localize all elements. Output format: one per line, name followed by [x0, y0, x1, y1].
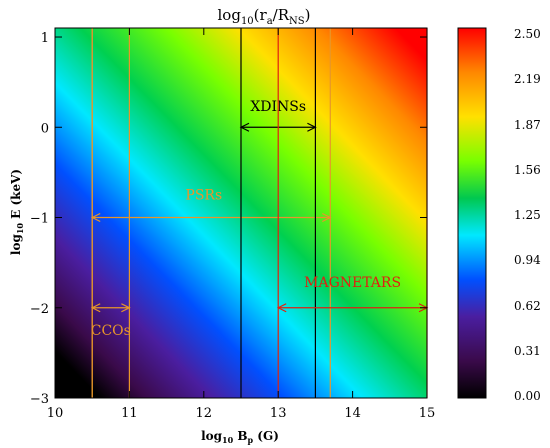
- y-tick-label: −1: [30, 212, 49, 227]
- annotation-ccos: CCOs: [91, 28, 131, 398]
- x-tick-label: 12: [196, 406, 213, 421]
- colorbar-tick-label: 2.19: [514, 72, 541, 86]
- arrow-head-left: [276, 303, 287, 313]
- colorbar-tick-label: 1.87: [514, 118, 541, 132]
- y-axis: −3 −2 −1 0 1: [30, 31, 427, 407]
- annotation-label: PSRs: [185, 187, 222, 203]
- y-tick-label: 1: [41, 31, 49, 46]
- x-tick-label: 10: [47, 406, 64, 421]
- y-tick-label: −3: [30, 392, 49, 407]
- arrow-head-left: [239, 122, 250, 132]
- arrow-head-right: [121, 303, 131, 313]
- colorbar: [457, 27, 487, 399]
- arrow-head-right: [322, 212, 332, 223]
- x-tick-label: 13: [270, 406, 287, 421]
- annotation-label: MAGNETARS: [304, 275, 401, 291]
- colorbar-tick-label: 0.62: [514, 299, 541, 313]
- arrow-head-left: [90, 303, 101, 313]
- colorbar-tick-label: 0.31: [514, 344, 541, 358]
- x-axis-label: log10 Bp (G): [201, 429, 279, 445]
- y-tick-label: −2: [30, 302, 49, 317]
- x-axis: 10 11 12 13 14 15: [47, 28, 436, 421]
- arrow-head-right: [307, 122, 317, 132]
- colorbar-tick-label: 0.00: [514, 389, 541, 403]
- colorbar-tick-label: 0.94: [514, 253, 541, 267]
- x-tick-label: 11: [121, 406, 138, 421]
- x-tick-label: 15: [419, 406, 436, 421]
- colorbar-tick-label: 2.50: [514, 27, 541, 41]
- colorbar-tick-label: 1.25: [514, 208, 541, 222]
- annotation-label: CCOs: [91, 323, 131, 339]
- colorbar-labels: 0.00 0.31 0.62 0.94 1.25 1.56 1.87 2.19 2.50: [514, 27, 541, 403]
- plot-frame: [54, 27, 428, 399]
- x-tick-label: 14: [344, 406, 361, 421]
- chart-title: log10(ra/RNS): [218, 6, 311, 27]
- colorbar-tick-label: 1.56: [514, 163, 541, 177]
- y-tick-label: 0: [41, 121, 49, 136]
- y-axis-label: log10 E (keV): [9, 169, 25, 255]
